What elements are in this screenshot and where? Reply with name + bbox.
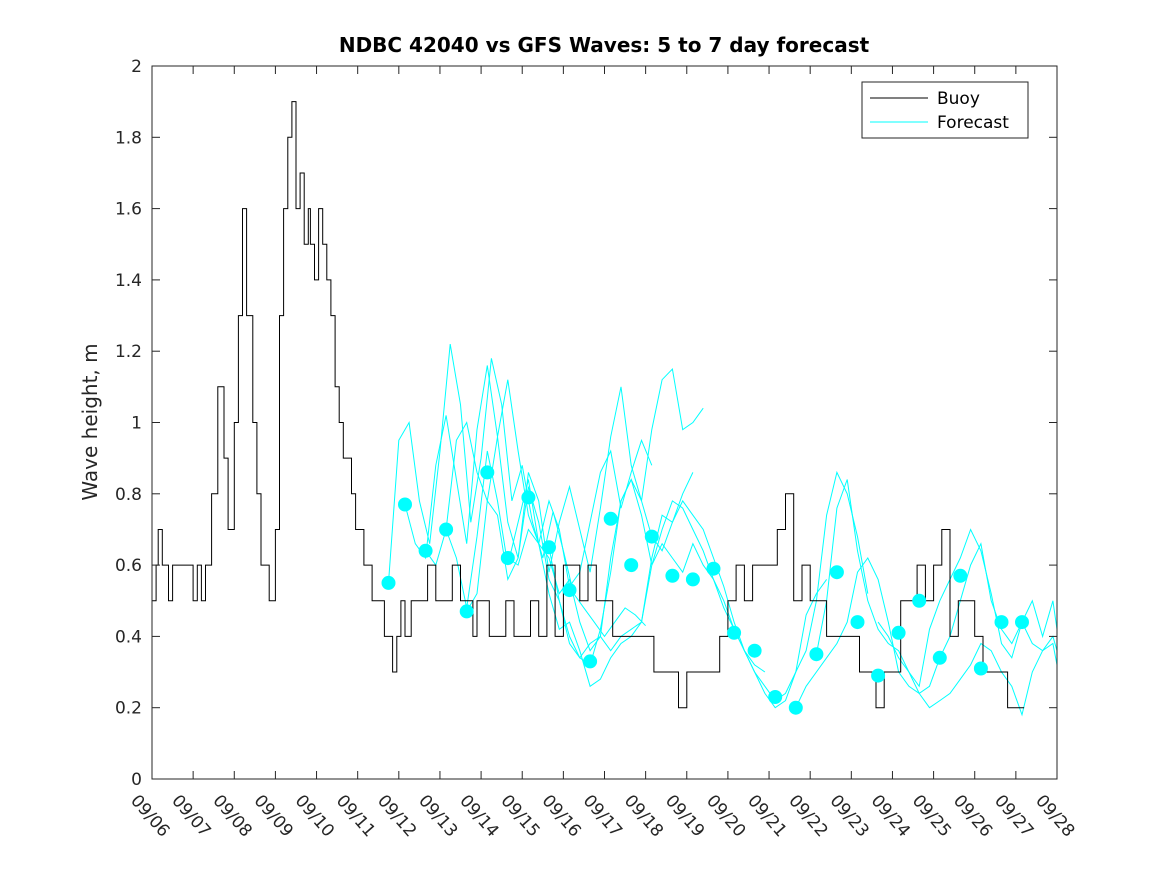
forecast-point [973,661,988,676]
forecast-point [500,551,515,565]
forecast-point [562,583,577,598]
axes-background [152,66,1057,779]
legend: Buoy Forecast [861,81,1029,139]
y-tick-label: 0.4 [115,627,142,647]
y-tick-label: 2 [131,57,142,77]
forecast-point [809,647,824,662]
forecast-point [953,568,968,583]
y-tick-label: 0 [131,770,142,790]
forecast-line [466,478,766,673]
plot-area [151,65,1058,780]
forecast-point [747,643,762,658]
forecast-point [439,522,454,537]
y-tick-label: 1 [131,414,142,434]
y-axis: 0 0.2 0.4 0.6 0.8 1 1.2 1.4 1.6 1.8 2 [115,57,1057,790]
y-tick-label: 1.8 [115,128,142,148]
forecast-point [480,465,495,480]
forecast-point [418,543,433,558]
forecast-point [624,558,639,573]
forecast-point [644,529,659,544]
forecast-point [932,650,947,665]
y-tick-label: 0.2 [115,699,142,719]
y-tick-label: 1.2 [115,342,142,362]
y-tick-label: 0.8 [115,485,142,505]
forecast-point [521,490,536,505]
legend-box [861,81,1029,139]
y-tick-label: 0.6 [115,556,142,576]
forecast-point [768,690,783,704]
forecast-point [1015,615,1029,630]
buoy-layer [152,101,1025,709]
forecast-point [542,540,556,555]
chart-title: NDBC 42040 vs GFS Waves: 5 to 7 day fore… [339,33,870,57]
y-tick-label: 1.6 [115,200,142,220]
forecast-point [994,615,1009,630]
legend-forecast-label: Forecast [937,113,1009,133]
forecast-line [877,528,1058,688]
forecast-point [912,593,927,608]
buoy-line [152,101,1025,709]
y-axis-label: Wave height, m [78,343,102,500]
forecast-points-layer [381,465,1029,715]
forecast-point [685,572,700,587]
forecast-point [398,497,412,512]
y-tick-label: 1.4 [115,271,142,291]
forecast-point [850,615,865,630]
forecast-point [583,654,598,669]
forecast-point [871,668,886,683]
forecast-point [829,565,844,580]
legend-buoy-label: Buoy [937,89,980,109]
forecast-line [815,479,1058,717]
forecast-point [459,604,474,619]
forecast-point [788,700,803,715]
forecast-point [381,575,396,590]
forecast-point [891,625,906,640]
forecast-line [388,344,646,638]
forecast-point [727,625,742,640]
forecast-point [665,568,680,583]
forecast-point [603,511,618,526]
forecast-point [706,561,721,576]
